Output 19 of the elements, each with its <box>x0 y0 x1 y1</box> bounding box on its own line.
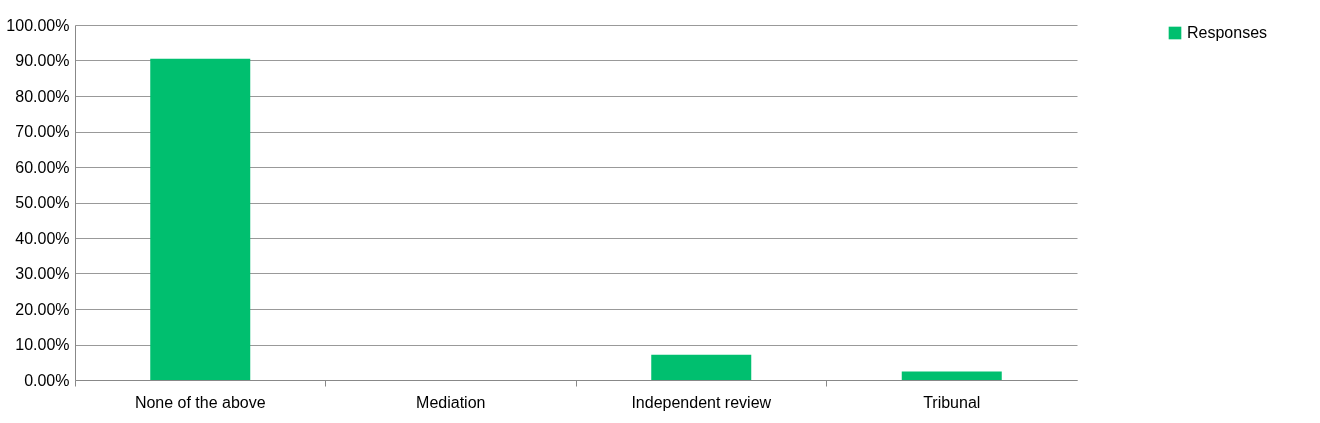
y-tick-label: 0.00% <box>24 371 70 389</box>
bar <box>150 58 251 380</box>
bar <box>901 371 1002 380</box>
x-tick-label: Tribunal <box>923 393 981 411</box>
bar <box>651 354 752 380</box>
x-tick-label: Mediation <box>416 393 486 411</box>
legend-label: Responses <box>1187 24 1268 41</box>
y-tick-label: 10.00% <box>15 336 70 353</box>
y-tick-label: 100.00% <box>6 16 70 34</box>
x-tick-label: Independent review <box>631 393 772 411</box>
y-tick-label: 60.00% <box>15 158 70 176</box>
y-tick-label: 40.00% <box>15 229 70 247</box>
x-tick-label: None of the above <box>134 393 266 411</box>
y-tick-label: 30.00% <box>15 265 70 282</box>
y-tick-label: 80.00% <box>15 87 70 105</box>
y-tick-label: 50.00% <box>15 194 70 211</box>
y-tick-label: 20.00% <box>15 300 70 318</box>
y-tick-label: 90.00% <box>15 52 70 69</box>
y-tick-label: 70.00% <box>15 123 70 140</box>
